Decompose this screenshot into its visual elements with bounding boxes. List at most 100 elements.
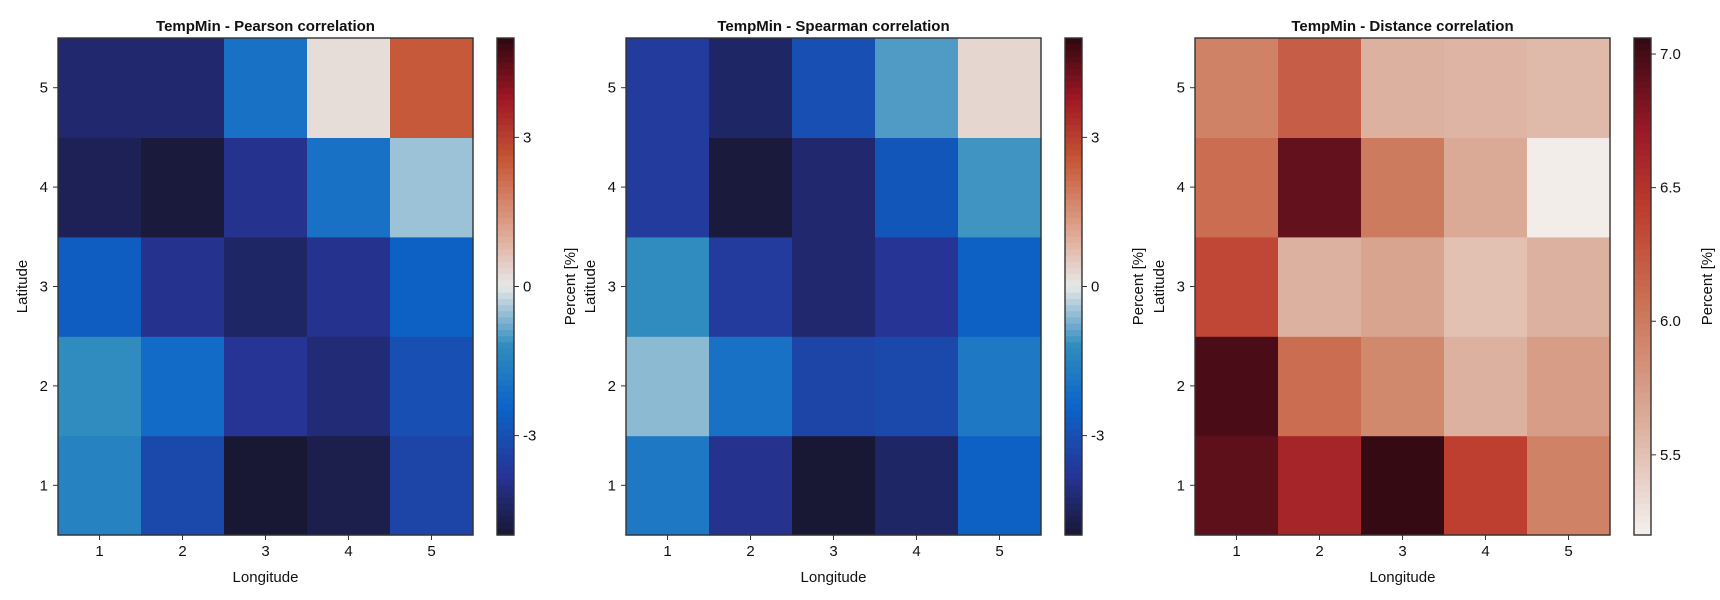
colorbar-tick-label: 3 [523,129,531,146]
colorbar-segment [1065,100,1082,107]
colorbar-segment [1634,385,1651,393]
colorbar-segment [1634,100,1651,107]
colorbar-segment [1065,243,1082,250]
colorbar: 3 0 -3 Percent [%] [1064,37,1147,536]
colorbar-segment [497,472,514,480]
colorbar-segment [1065,348,1082,356]
heatmap-cell [1195,336,1279,437]
colorbar-segment [1065,106,1082,114]
heatmap-cell [875,38,959,138]
colorbar-segment [1065,354,1082,362]
colorbar-segment [497,224,514,232]
x-tick-label: 3 [1398,543,1406,560]
colorbar-segment [1634,479,1651,486]
colorbar-segment [497,156,514,163]
colorbar-segment [1634,69,1651,76]
colorbar-tick-label: 6.0 [1660,313,1681,330]
colorbar-segment [1634,211,1651,219]
colorbar-segment [1634,460,1651,468]
colorbar-segment [1634,280,1651,288]
colorbar-segment [497,479,514,486]
colorbar-segment [497,292,514,300]
heatmap-cell [1444,137,1528,238]
colorbar-segment [1065,81,1082,89]
colorbar-segment [1065,497,1082,505]
colorbar-segment [1634,429,1651,437]
chart-panel-1: TempMin - Pearson correlation 1 2 3 4 5 1 2 3 4 5 L… [14,18,579,586]
colorbar-segment [1065,404,1082,412]
colorbar-segment [1634,44,1651,52]
colorbar-segment [1065,143,1082,151]
heatmap-cell [709,435,793,536]
x-tick-label: 5 [427,543,435,560]
y-tick-label: 5 [40,80,48,97]
heatmap-cell [709,336,793,437]
colorbar-segment [497,329,514,337]
y-tick-label: 1 [1177,477,1185,494]
colorbar-segment [497,81,514,89]
x-tick-label: 3 [261,543,269,560]
heatmap-cell [390,236,474,337]
colorbar-segment [1065,124,1082,132]
heatmap-cell [1527,236,1611,337]
colorbar-segment [497,286,514,294]
colorbar-segment [1065,466,1082,474]
colorbar-segment [497,379,514,387]
x-tick-label: 4 [912,543,920,560]
colorbar-tick-label: 0 [1091,279,1099,296]
colorbar-frame [1633,37,1652,536]
heatmap-cell [141,336,225,437]
colorbar-segment [1634,435,1651,443]
heatmap-cell [1195,435,1279,536]
colorbar-segment [1065,323,1082,331]
heatmap-cell [141,435,225,536]
heatmap-cell [1195,38,1279,138]
colorbar-segment [1065,510,1082,517]
colorbar-segment [497,69,514,76]
colorbar-segment [1065,205,1082,213]
colorbar-segment [1634,528,1651,536]
colorbar-segment [1065,149,1082,157]
colorbar-segment [1065,485,1082,493]
colorbar-segment [1634,348,1651,356]
colorbar-segment [497,298,514,306]
heatmap-cell [1361,137,1445,238]
heatmap-cell [224,137,308,238]
heatmap-cell [1278,336,1362,437]
heatmap-cell [390,137,474,238]
heatmap-cell [875,336,959,437]
colorbar-segment [1065,193,1082,201]
colorbar-segment [1065,118,1082,126]
x-tick-label: 2 [746,543,754,560]
x-tick-label: 3 [829,543,837,560]
y-tick-label: 4 [1177,179,1185,196]
heatmap-cell [875,236,959,337]
colorbar-segment [1065,218,1082,225]
colorbar-segment [1634,224,1651,232]
colorbar-segment [1065,522,1082,530]
heatmap-cell [1527,137,1611,238]
heatmap-cell [390,336,474,437]
colorbar-segment [497,267,514,275]
x-tick-label: 1 [663,543,671,560]
colorbar-segment [1634,454,1651,462]
colorbar-segment [497,448,514,455]
heatmap-cell [1361,435,1445,536]
colorbar-segment [1634,342,1651,350]
chart-title: TempMin - Spearman correlation [717,18,949,35]
colorbar-segment [1065,280,1082,288]
colorbar-segment [1065,236,1082,244]
colorbar-segment [1065,361,1082,368]
heatmap-cell [626,435,710,536]
colorbar-segment [1634,373,1651,381]
colorbar-segment [497,274,514,281]
heatmap-cell [792,38,876,138]
y-tick-label: 2 [608,378,616,395]
colorbar-segment [497,311,514,319]
colorbar-segment [1065,367,1082,375]
colorbar-segment [497,466,514,474]
colorbar-segment [497,460,514,468]
colorbar-segment [1065,373,1082,381]
colorbar-tick-label: 3 [1091,129,1099,146]
colorbar-segment [497,392,514,399]
